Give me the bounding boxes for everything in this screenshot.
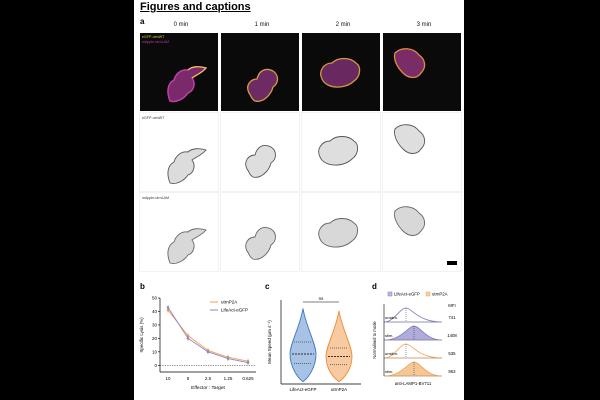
category-label: utrnP2A — [331, 387, 347, 392]
y-tick-label: 10 — [152, 349, 158, 354]
data-point — [186, 337, 190, 340]
y-tick-label: 20 — [152, 336, 158, 341]
mfi-value: 1408 — [447, 333, 457, 338]
violin-body — [325, 310, 353, 383]
gfp-tile-0min — [139, 112, 219, 192]
mapple-tile-3min — [382, 192, 462, 272]
lamp1-histogram: LifeAct-eGFP utrnP2A MFI unstim. 741 stim. 140… — [372, 291, 457, 387]
data-point — [246, 361, 250, 364]
merge-tile-3min — [383, 33, 461, 111]
timepoint-3: 3 min — [416, 22, 432, 28]
y-axis-label: Normalised to mode — [372, 321, 377, 359]
category-label: LifeAct-eGFP — [289, 387, 316, 392]
mapple-tile-0min — [139, 192, 219, 272]
legend-label: LifeAct-eGFP — [394, 292, 420, 297]
data-point — [166, 306, 170, 309]
significance-label: ns — [319, 296, 325, 301]
x-axis-label: Effector : Target — [191, 385, 225, 391]
x-axis-label: anti-LAMP1-BV711 — [395, 381, 432, 386]
figure-page: Figures and captions a 0 min 1 min 2 min… — [134, 0, 464, 400]
row-label: stim. — [385, 369, 393, 374]
mapple-tile-2min — [301, 192, 381, 272]
panel-a-label: a — [140, 17, 145, 26]
y-axis-label: Specific Lysis (%) — [139, 317, 144, 353]
data-point — [186, 334, 190, 337]
merge-tile-0min — [140, 33, 218, 111]
merge-label-mapple: mApple-utrnLAM — [142, 40, 169, 44]
panel-d-label: d — [372, 282, 377, 291]
y-tick-label: 40 — [152, 309, 158, 314]
y-tick-label: 0 — [154, 363, 157, 368]
timepoint-2: 2 min — [335, 22, 351, 28]
row-label: stim. — [385, 333, 393, 338]
x-tick-label: 0.625 — [242, 376, 254, 381]
legend-label: utrnP2A — [432, 292, 448, 297]
legend-label: LifeAct-eGFP — [221, 308, 248, 313]
x-tick-label: 10 — [165, 376, 171, 381]
timepoint-0: 0 min — [173, 22, 189, 28]
x-tick-label: 1.25 — [224, 376, 233, 381]
mapple-row-label: mApple-utrnLAM — [142, 196, 169, 200]
row-label: unstim. — [385, 315, 398, 320]
panel-b-label: b — [140, 282, 145, 291]
lysis-chart: 0 10 20 30 40 50 10 5 2.5 1.25 0.625 utrnP2A LifeAct… — [139, 296, 256, 391]
y-tick-label: 50 — [152, 296, 158, 301]
y-tick-label: 30 — [152, 322, 158, 327]
x-tick-label: 5 — [187, 376, 190, 381]
row-label: unstim. — [385, 351, 398, 356]
merge-tile-1min — [221, 33, 299, 111]
gfp-tile-2min — [301, 112, 381, 192]
merge-label-gfp: eGFP-utrnWT — [142, 35, 165, 39]
data-point — [166, 308, 170, 312]
gfp-tile-3min — [382, 112, 462, 192]
mfi-value: 963 — [448, 369, 456, 374]
violin-body — [289, 308, 317, 383]
data-point — [226, 357, 230, 360]
y-axis-label: Mean Speed (μm s⁻¹) — [267, 320, 272, 364]
data-point — [206, 350, 210, 354]
page-title: Figures and captions — [140, 1, 251, 13]
speed-violin-chart: LifeAct-eGFP utrnP2A ns Mean Speed (μm s⁻¹) — [267, 296, 361, 392]
mfi-value: 741 — [448, 315, 456, 320]
timepoint-1: 1 min — [254, 22, 270, 28]
mfi-header: MFI — [448, 303, 455, 308]
scale-bar — [447, 261, 457, 265]
panel-c-label: c — [265, 282, 270, 291]
mfi-value: 535 — [448, 351, 456, 356]
x-tick-label: 2.5 — [205, 376, 212, 381]
mapple-tile-1min — [220, 192, 300, 272]
merge-tile-2min — [302, 33, 380, 111]
legend-swatch — [425, 291, 431, 297]
gfp-tile-1min — [220, 112, 300, 192]
legend-label: utrnP2A — [221, 300, 237, 305]
legend-swatch — [387, 291, 393, 297]
gfp-row-label: eGFP-utrnWT — [142, 116, 165, 120]
